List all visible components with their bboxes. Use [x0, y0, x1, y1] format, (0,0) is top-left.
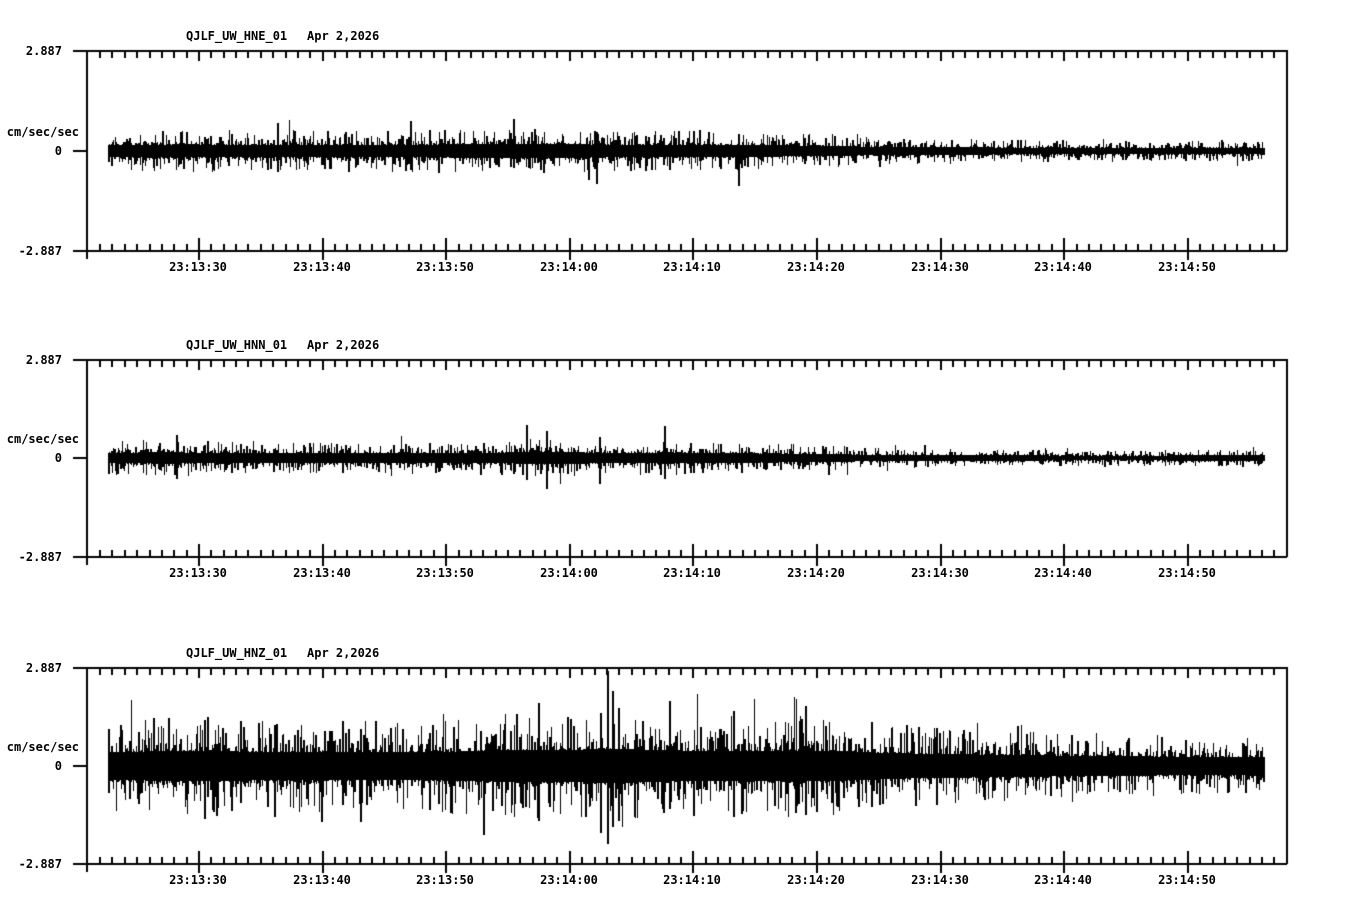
panel-1-x-tick-label-23:14:20: 23:14:20 — [787, 260, 845, 274]
panel-1-station-title: QJLF_UW_HNE_01 — [186, 29, 288, 43]
panel-3-x-tick-label-23:14:50: 23:14:50 — [1158, 873, 1216, 887]
panel-3-station-title: QJLF_UW_HNZ_01 — [186, 646, 288, 660]
panel-2-x-tick-label-23:14:00: 23:14:00 — [540, 566, 598, 580]
panel-2-x-tick-label-23:14:50: 23:14:50 — [1158, 566, 1216, 580]
panel-3-x-tick-label-23:14:40: 23:14:40 — [1034, 873, 1092, 887]
panel-3-units-label: cm/sec/sec — [6, 740, 79, 754]
panel-3-ymin-tick-label: -2.887 — [18, 857, 62, 871]
panel-3-x-tick-label-23:13:50: 23:13:50 — [416, 873, 474, 887]
panel-2-x-tick-label-23:14:40: 23:14:40 — [1034, 566, 1092, 580]
panel-1-yzero-tick-label: 0 — [54, 144, 62, 158]
panel-1-ymin-tick-label: -2.887 — [18, 244, 62, 258]
panel-3-x-tick-label-23:13:30: 23:13:30 — [169, 873, 227, 887]
panel-1-x-tick-label-23:14:00: 23:14:00 — [540, 260, 598, 274]
panel-2-yzero-tick-label: 0 — [54, 451, 62, 465]
panel-2-x-tick-label-23:14:20: 23:14:20 — [787, 566, 845, 580]
panel-1-x-tick-label-23:13:50: 23:13:50 — [416, 260, 474, 274]
panel-1-ymax-tick-label: 2.887 — [25, 44, 62, 58]
panel-3-ymax-tick-label: 2.887 — [25, 661, 62, 675]
panel-1-x-tick-label-23:14:30: 23:14:30 — [911, 260, 969, 274]
panel-1-x-tick-label-23:14:40: 23:14:40 — [1034, 260, 1092, 274]
panel-3-x-tick-label-23:13:40: 23:13:40 — [293, 873, 351, 887]
panel-3-x-tick-label-23:14:00: 23:14:00 — [540, 873, 598, 887]
panel-3-x-tick-label-23:14:20: 23:14:20 — [787, 873, 845, 887]
panel-3-yzero-tick-label: 0 — [54, 759, 62, 773]
panel-2-station-title: QJLF_UW_HNN_01 — [186, 338, 288, 352]
panel-1-x-tick-label-23:13:40: 23:13:40 — [293, 260, 351, 274]
panel-3-x-tick-label-23:14:10: 23:14:10 — [663, 873, 721, 887]
panel-1-x-tick-label-23:14:10: 23:14:10 — [663, 260, 721, 274]
panel-1-x-tick-label-23:13:30: 23:13:30 — [169, 260, 227, 274]
panel-2-ymax-tick-label: 2.887 — [25, 353, 62, 367]
panel-3-date-title: Apr 2,2026 — [307, 646, 380, 660]
panel-2-ymin-tick-label: -2.887 — [18, 550, 62, 564]
panel-2-date-title: Apr 2,2026 — [307, 338, 380, 352]
panel-1-date-title: Apr 2,2026 — [307, 29, 380, 43]
panel-1-x-tick-label-23:14:50: 23:14:50 — [1158, 260, 1216, 274]
panel-1-units-label: cm/sec/sec — [6, 125, 79, 139]
panel-2-units-label: cm/sec/sec — [6, 432, 79, 446]
panel-2-x-tick-label-23:14:10: 23:14:10 — [663, 566, 721, 580]
panel-2-x-tick-label-23:13:40: 23:13:40 — [293, 566, 351, 580]
panel-2-x-tick-label-23:14:30: 23:14:30 — [911, 566, 969, 580]
panel-2-x-tick-label-23:13:30: 23:13:30 — [169, 566, 227, 580]
panel-3-x-tick-label-23:14:30: 23:14:30 — [911, 873, 969, 887]
panel-2-x-tick-label-23:13:50: 23:13:50 — [416, 566, 474, 580]
